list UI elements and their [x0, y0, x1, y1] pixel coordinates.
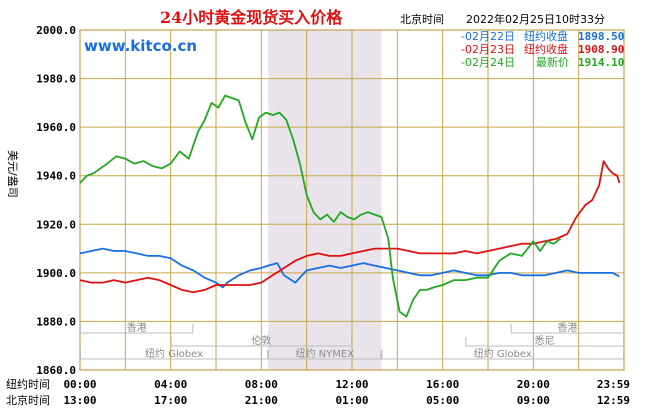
series-line-2 [79, 94, 562, 318]
y-tick-label-1: 1880.0 [36, 315, 76, 328]
plot-frame [79, 29, 625, 371]
ny-tick-label-1: 04:00 [154, 378, 187, 391]
timestamp: 2022年02月25日10时33分 [466, 12, 605, 26]
legend-metric-2: 最新价 [536, 55, 569, 69]
ny-tick-label-0: 00:00 [63, 378, 96, 391]
x-tick-labels: 00:00 04:00 08:00 12:00 16:00 20:00 23:59 13:00… [63, 378, 630, 407]
session-label-0-1: 香港 [557, 322, 577, 334]
bj-tick-label-0: 13:00 [63, 394, 96, 407]
ny-tick-label-5: 20:00 [517, 378, 550, 391]
session-label-2-0: 纽约 Globex [145, 347, 203, 360]
price-series [79, 94, 621, 318]
y-tick-label-6: 1980.0 [36, 73, 76, 86]
legend-metric-0: 纽约收盘 [524, 29, 568, 43]
chart-title: 24小时黄金现货买入价格 [160, 8, 343, 27]
bj-tick-label-2: 21:00 [245, 394, 278, 407]
bj-tick-label-6: 12:59 [597, 394, 630, 407]
site-watermark: www.kitco.cn [84, 37, 197, 55]
legend-value-0: 1898.50 [578, 30, 624, 43]
clock-label: 北京时间 [400, 12, 444, 26]
y-tick-label-7: 2000.0 [36, 24, 76, 37]
y-tick-label-0: 1860.0 [36, 364, 76, 377]
session-label-2-2: 纽约 Globex [474, 347, 532, 360]
y-tick-label-3: 1920.0 [36, 218, 76, 231]
session-label-2-1: 纽约 NYMEX [296, 347, 355, 360]
series-line-1 [79, 160, 621, 294]
ny-time-label: 纽约时间 [6, 377, 50, 391]
legend-label-0: -02月22日 [461, 30, 515, 43]
legend-value-1: 1908.90 [578, 43, 624, 56]
y-tick-label-5: 1960.0 [36, 121, 76, 134]
nymex-session-shade [268, 30, 382, 370]
series-line-0 [79, 247, 620, 289]
legend-label-1: -02月23日 [461, 43, 515, 56]
ny-tick-label-3: 12:00 [335, 378, 368, 391]
bj-time-label: 北京时间 [6, 393, 50, 407]
y-axis-label: 美元/盎司 [6, 150, 20, 198]
ny-tick-label-2: 08:00 [245, 378, 278, 391]
legend-metric-1: 纽约收盘 [524, 42, 568, 56]
legend: -02月22日 纽约收盘 1898.50 -02月23日 纽约收盘 1908.9… [461, 29, 624, 69]
ny-tick-label-6: 23:59 [597, 378, 630, 391]
y-tick-labels: 1860.0 1880.0 1900.0 1920.0 1940.0 1960.0 1980… [36, 24, 76, 377]
session-label-0-0: 香港 [127, 322, 147, 334]
ny-tick-label-4: 16:00 [426, 378, 459, 391]
y-tick-label-4: 1940.0 [36, 170, 76, 183]
bj-tick-label-3: 01:00 [335, 394, 368, 407]
y-tick-label-2: 1900.0 [36, 267, 76, 280]
bj-tick-label-5: 09:00 [517, 394, 550, 407]
session-label-1-0: 伦敦 [251, 334, 271, 347]
bj-tick-label-1: 17:00 [154, 394, 187, 407]
legend-value-2: 1914.10 [578, 56, 624, 69]
legend-label-2: -02月24日 [461, 56, 515, 69]
bj-tick-label-4: 05:00 [426, 394, 459, 407]
session-label-1-1: 悉尼 [535, 335, 555, 347]
